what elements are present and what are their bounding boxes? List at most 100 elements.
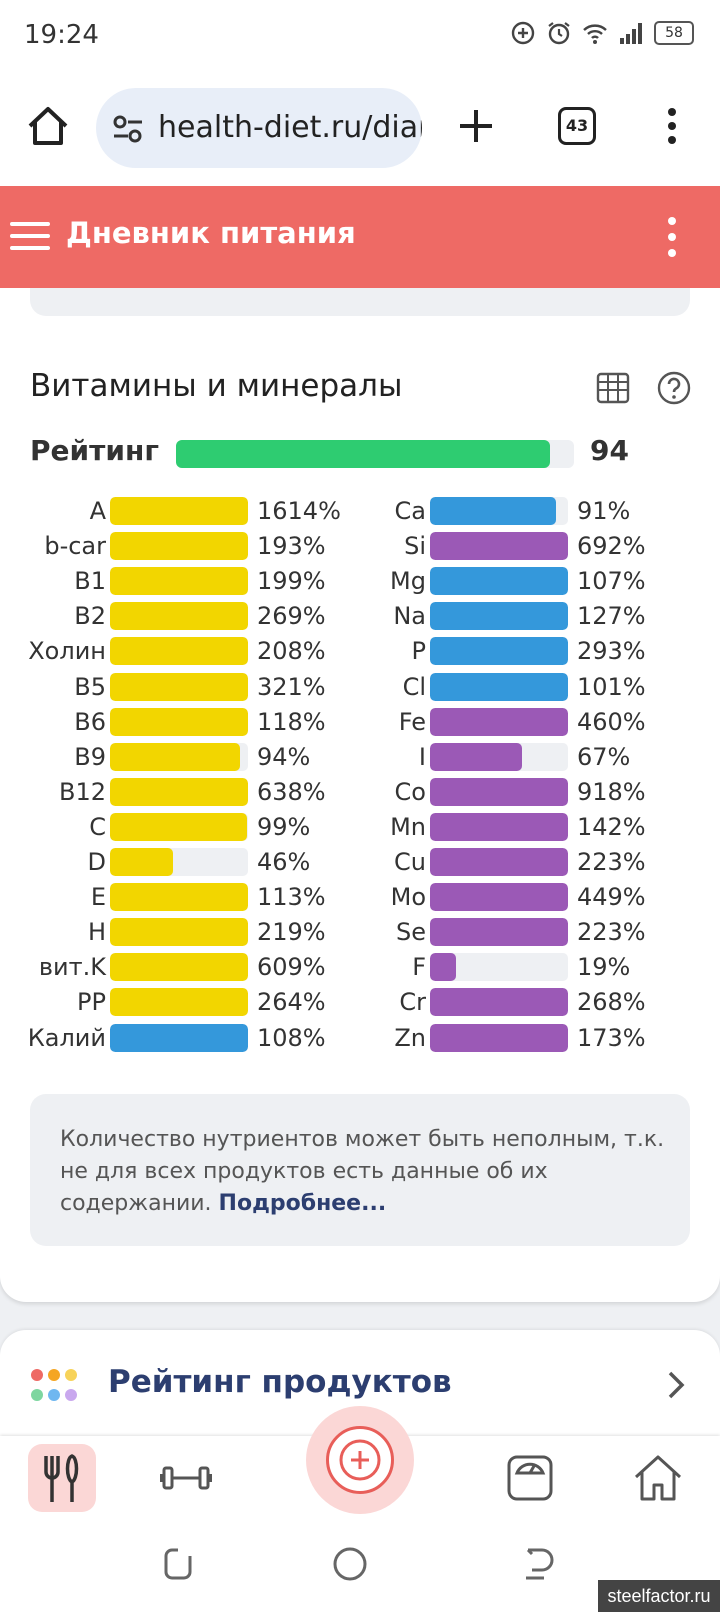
- status-bar: 19:24 58: [0, 0, 720, 74]
- nutrient-name: B1: [74, 567, 106, 596]
- site-settings-icon[interactable]: [112, 114, 144, 144]
- nutrient-percent: 199%: [257, 567, 326, 596]
- products-rating-title[interactable]: Рейтинг продуктов: [108, 1364, 452, 1400]
- nutrient-bar-fill: [110, 707, 248, 736]
- hamburger-menu-icon[interactable]: [10, 216, 50, 256]
- nav-workout[interactable]: [152, 1444, 220, 1512]
- nutrient-bar-fill: [430, 532, 568, 561]
- nutrient-bar: [430, 567, 568, 596]
- nav-home[interactable]: [624, 1444, 692, 1512]
- nutrient-bar-fill: [430, 497, 556, 525]
- nutrient-bar-fill: [110, 918, 248, 947]
- nutrient-percent: 67%: [577, 742, 631, 771]
- nutrient-name: H: [87, 918, 106, 947]
- nutrient-bar: [110, 707, 248, 736]
- home-nav-icon[interactable]: [332, 1546, 368, 1582]
- nutrient-row: I 67%: [346, 742, 666, 772]
- nutrient-row: Cl 101%: [346, 672, 666, 702]
- nutrient-bar: [430, 988, 568, 1017]
- nutrient-name: B2: [74, 602, 106, 631]
- help-icon[interactable]: [656, 370, 692, 406]
- nutrient-percent: 293%: [577, 637, 646, 666]
- more-options-icon[interactable]: [664, 214, 680, 260]
- nutrient-percent: 107%: [577, 567, 646, 596]
- nutrient-bar-fill: [110, 637, 248, 666]
- nutrient-percent: 46%: [257, 848, 311, 876]
- nutrient-percent: 1614%: [257, 497, 341, 525]
- more-link[interactable]: Подробнее...: [218, 1191, 387, 1216]
- nutrient-row: B12 638%: [26, 777, 346, 807]
- home-icon[interactable]: [26, 104, 70, 148]
- nutrient-bar: [430, 918, 568, 947]
- page-title: Дневник питания: [66, 216, 356, 250]
- workout-icon: [160, 1466, 212, 1490]
- add-button[interactable]: [326, 1426, 394, 1494]
- nav-weight[interactable]: [496, 1444, 564, 1512]
- vitamins-card: Витамины и минералы Рейтинг 94 A 1614% b-c…: [0, 288, 720, 1302]
- nav-diary[interactable]: [28, 1444, 96, 1512]
- nutrient-bar: [110, 918, 248, 947]
- url-text[interactable]: health-diet.ru/diar: [158, 110, 422, 145]
- nutrient-percent: 264%: [257, 988, 326, 1017]
- nutrient-bar-fill: [430, 637, 568, 666]
- nutrient-bar-fill: [110, 567, 248, 596]
- nutrient-row: Холин 208%: [26, 636, 346, 666]
- chevron-right-icon[interactable]: [666, 1370, 686, 1400]
- nutrient-percent: 193%: [257, 532, 326, 561]
- table-icon[interactable]: [596, 372, 630, 404]
- nutrient-name: b-car: [44, 532, 106, 561]
- nutrient-row: Se 223%: [346, 917, 666, 947]
- nutrient-name: B12: [58, 777, 106, 806]
- nutrient-name: I: [418, 742, 426, 771]
- rating-bar: [176, 440, 574, 468]
- nutrient-bar-fill: [430, 918, 568, 947]
- nutrient-percent: 223%: [577, 848, 646, 876]
- nutrient-percent: 223%: [577, 918, 646, 947]
- nutrient-bar: [430, 883, 568, 912]
- nutrient-name: Zn: [394, 1023, 426, 1052]
- nutrient-name: C: [89, 812, 106, 841]
- nutrient-name: E: [90, 883, 106, 912]
- recent-apps-icon[interactable]: [160, 1546, 196, 1582]
- nutrient-name: Si: [404, 532, 426, 561]
- back-icon[interactable]: [520, 1546, 556, 1582]
- scale-icon: [507, 1455, 553, 1501]
- info-note: Количество нутриентов может быть неполны…: [30, 1094, 690, 1246]
- nutrient-bar-fill: [430, 988, 568, 1017]
- nutrient-bar: [110, 602, 248, 631]
- nutrient-bar: [110, 672, 248, 701]
- nutrient-row: E 113%: [26, 882, 346, 912]
- nutrient-bar: [110, 567, 248, 596]
- browser-menu-icon[interactable]: [658, 104, 686, 148]
- nutrient-bar: [110, 497, 248, 525]
- nutrient-percent: 94%: [257, 742, 311, 771]
- signal-icon: [620, 23, 642, 44]
- nutrient-name: Холин: [28, 637, 106, 666]
- nutrient-row: B6 118%: [26, 707, 346, 737]
- nutrient-bar-fill: [430, 883, 568, 912]
- data-saver-icon: [511, 21, 535, 45]
- nutrient-percent: 321%: [257, 672, 326, 701]
- nutrient-name: вит.K: [38, 953, 106, 982]
- nutrient-bar-fill: [110, 742, 240, 771]
- nutrient-row: Si 692%: [346, 531, 666, 561]
- nutrient-bar: [430, 637, 568, 666]
- nutrient-percent: 173%: [577, 1023, 646, 1052]
- nutrient-percent: 269%: [257, 602, 326, 631]
- new-tab-icon[interactable]: [454, 104, 498, 148]
- address-bar[interactable]: health-diet.ru/diar: [96, 88, 422, 168]
- status-icons: 58: [510, 20, 694, 46]
- nutrient-bar: [110, 812, 248, 841]
- nutrient-name: Калий: [27, 1023, 106, 1052]
- nutrient-name: PP: [77, 988, 106, 1017]
- app-header: Дневник питания: [0, 186, 720, 288]
- rating-value: 94: [590, 434, 629, 467]
- nutrient-bar-fill: [110, 988, 248, 1017]
- nutrient-bar-fill: [110, 848, 174, 876]
- nutrient-name: Mn: [390, 812, 426, 841]
- nutrient-bar-fill: [430, 953, 457, 982]
- home-icon: [634, 1455, 682, 1501]
- nutrient-bar-fill: [430, 812, 568, 841]
- tab-switcher-button[interactable]: 43: [558, 107, 596, 145]
- nutrient-bar-fill: [110, 602, 248, 631]
